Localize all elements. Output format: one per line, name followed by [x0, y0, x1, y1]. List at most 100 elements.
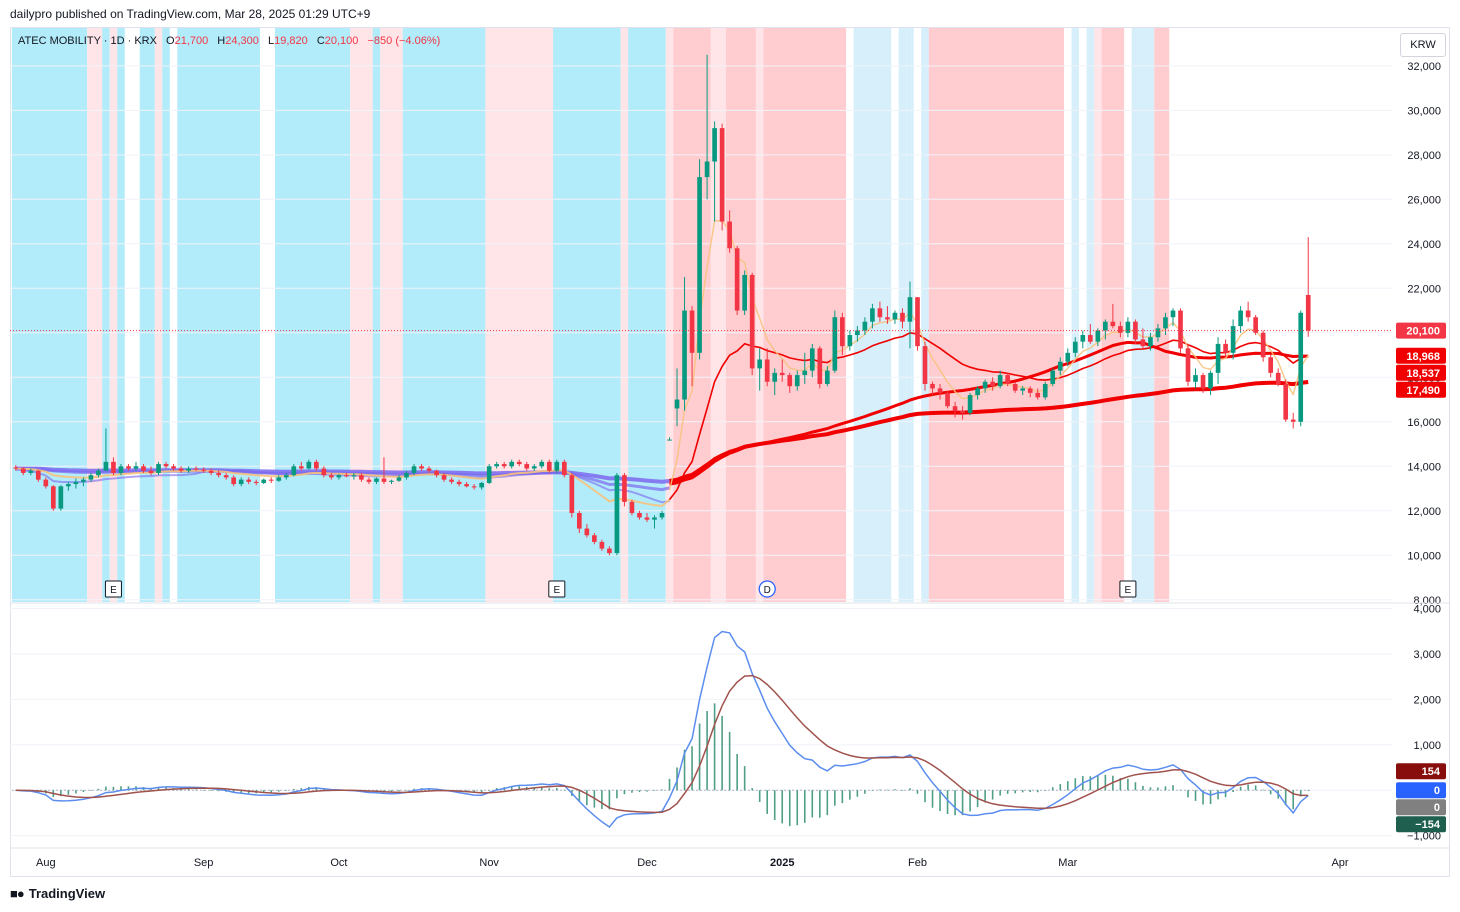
candle	[411, 464, 417, 476]
macd-axis-tick-label: 3,000	[1413, 649, 1441, 661]
candle	[1125, 317, 1131, 338]
candle-body	[35, 470, 41, 480]
candle	[20, 467, 26, 476]
macd-histogram-bar	[495, 788, 498, 791]
candle	[58, 485, 64, 511]
candle	[577, 510, 582, 534]
candle	[449, 477, 454, 485]
candle-body	[298, 466, 304, 469]
candle-body	[840, 317, 845, 347]
macd-histogram-bar	[751, 788, 753, 791]
candle	[546, 459, 552, 473]
candle-body	[614, 475, 620, 554]
background-band	[1071, 28, 1080, 602]
candle-body	[704, 161, 710, 178]
candle-body	[742, 274, 747, 311]
candle-body	[637, 513, 642, 518]
candle	[126, 464, 131, 471]
macd-histogram-bar	[879, 789, 881, 791]
candle-body	[103, 461, 109, 471]
candle	[945, 390, 950, 409]
candle-body	[531, 466, 537, 469]
macd-axis-tick-label: 4,000	[1413, 604, 1441, 616]
macd-histogram-bar	[706, 711, 708, 791]
legend-low-label: L	[267, 35, 275, 47]
macd-histogram-bar	[548, 788, 551, 791]
tradingview-brand[interactable]: ■● TradingView	[10, 886, 105, 901]
candle	[870, 303, 875, 329]
macd-histogram-bar	[601, 790, 603, 810]
macd-histogram-bar	[901, 790, 904, 791]
time-axis-label: Nov	[479, 857, 499, 869]
background-band	[177, 28, 260, 602]
candle-body	[201, 469, 206, 471]
macd-histogram-bar	[631, 790, 633, 793]
macd-histogram-bar	[871, 790, 874, 791]
candle	[1253, 315, 1258, 336]
macd-histogram-bar	[721, 715, 723, 791]
macd-histogram-bar	[292, 788, 295, 791]
macd-value-tag-text: 0	[1434, 802, 1440, 814]
background-band	[1154, 28, 1170, 602]
time-axis[interactable]: Aug Sep Oct Nov Dec 2025 Feb Mar Apr	[36, 857, 1349, 869]
candle-body	[952, 406, 958, 411]
candle	[96, 468, 101, 478]
candle	[456, 479, 462, 487]
candle-body	[208, 470, 214, 473]
candle	[1215, 337, 1221, 384]
candle	[742, 270, 747, 315]
macd-histogram-bar	[1149, 787, 1152, 791]
macd-value-tag: 0	[1396, 782, 1446, 799]
candle	[1245, 301, 1251, 322]
candle-body	[592, 535, 597, 542]
macd-histogram-bar	[653, 790, 656, 791]
candle-body	[163, 464, 169, 467]
candle	[1260, 330, 1266, 362]
candle	[396, 475, 402, 482]
candle-body	[1170, 310, 1176, 318]
macd-histogram-bar	[781, 790, 784, 824]
macd-histogram-bar	[924, 790, 926, 803]
candles	[13, 54, 1311, 556]
price-axis-tick-label: 26,000	[1407, 194, 1441, 206]
macd-histogram-bar	[1254, 785, 1257, 791]
macd-axis[interactable]: −1,000 0 1,000 2,000 3,000 4,000	[1407, 604, 1441, 843]
candle-body	[900, 312, 905, 322]
macd-value-tag-text: 0	[1434, 785, 1440, 797]
candle	[501, 461, 507, 469]
candle-body	[667, 439, 672, 441]
candle-body	[824, 370, 830, 384]
candle-body	[832, 317, 838, 371]
candle	[1268, 355, 1273, 378]
macd-histogram-bar	[758, 790, 761, 802]
candle-body	[516, 461, 522, 465]
candle-body	[772, 372, 778, 382]
legend-open: 21,700	[174, 35, 209, 47]
candle	[682, 277, 687, 411]
macd-histogram-bar	[1134, 782, 1137, 791]
macd-histogram-bar	[766, 790, 769, 814]
candle	[193, 466, 199, 471]
macd-histogram-bar	[803, 790, 806, 823]
candle-body	[1268, 357, 1273, 373]
macd-histogram-bar	[82, 790, 85, 793]
macd-histogram-bar	[713, 703, 716, 791]
candle-body	[381, 478, 387, 482]
candle	[667, 437, 672, 441]
candle	[1087, 323, 1093, 344]
candle	[73, 478, 79, 489]
candle-body	[584, 528, 590, 536]
candle-body	[1080, 335, 1086, 342]
candle-body	[441, 475, 447, 480]
ribbon-line-fast	[15, 467, 670, 504]
candle-body	[1260, 332, 1266, 358]
macd-histogram-bar	[886, 789, 889, 791]
candle-body	[794, 375, 800, 387]
macd-histogram-bar	[112, 786, 115, 791]
candle-body	[486, 466, 492, 483]
currency-button[interactable]: KRW	[1400, 33, 1446, 57]
macd-histogram-bar	[60, 790, 62, 797]
candle-body	[479, 482, 484, 488]
price-axis[interactable]: 8,00010,00012,00014,00016,00018,00020,00…	[1407, 61, 1441, 607]
